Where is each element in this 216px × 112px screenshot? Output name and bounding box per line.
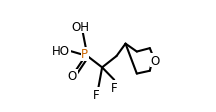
Text: O: O [68, 70, 77, 83]
Text: O: O [150, 54, 160, 67]
Text: P: P [81, 48, 88, 61]
Text: F: F [111, 81, 118, 94]
Text: HO: HO [52, 44, 70, 57]
Text: F: F [93, 88, 99, 101]
Text: OH: OH [71, 20, 89, 33]
